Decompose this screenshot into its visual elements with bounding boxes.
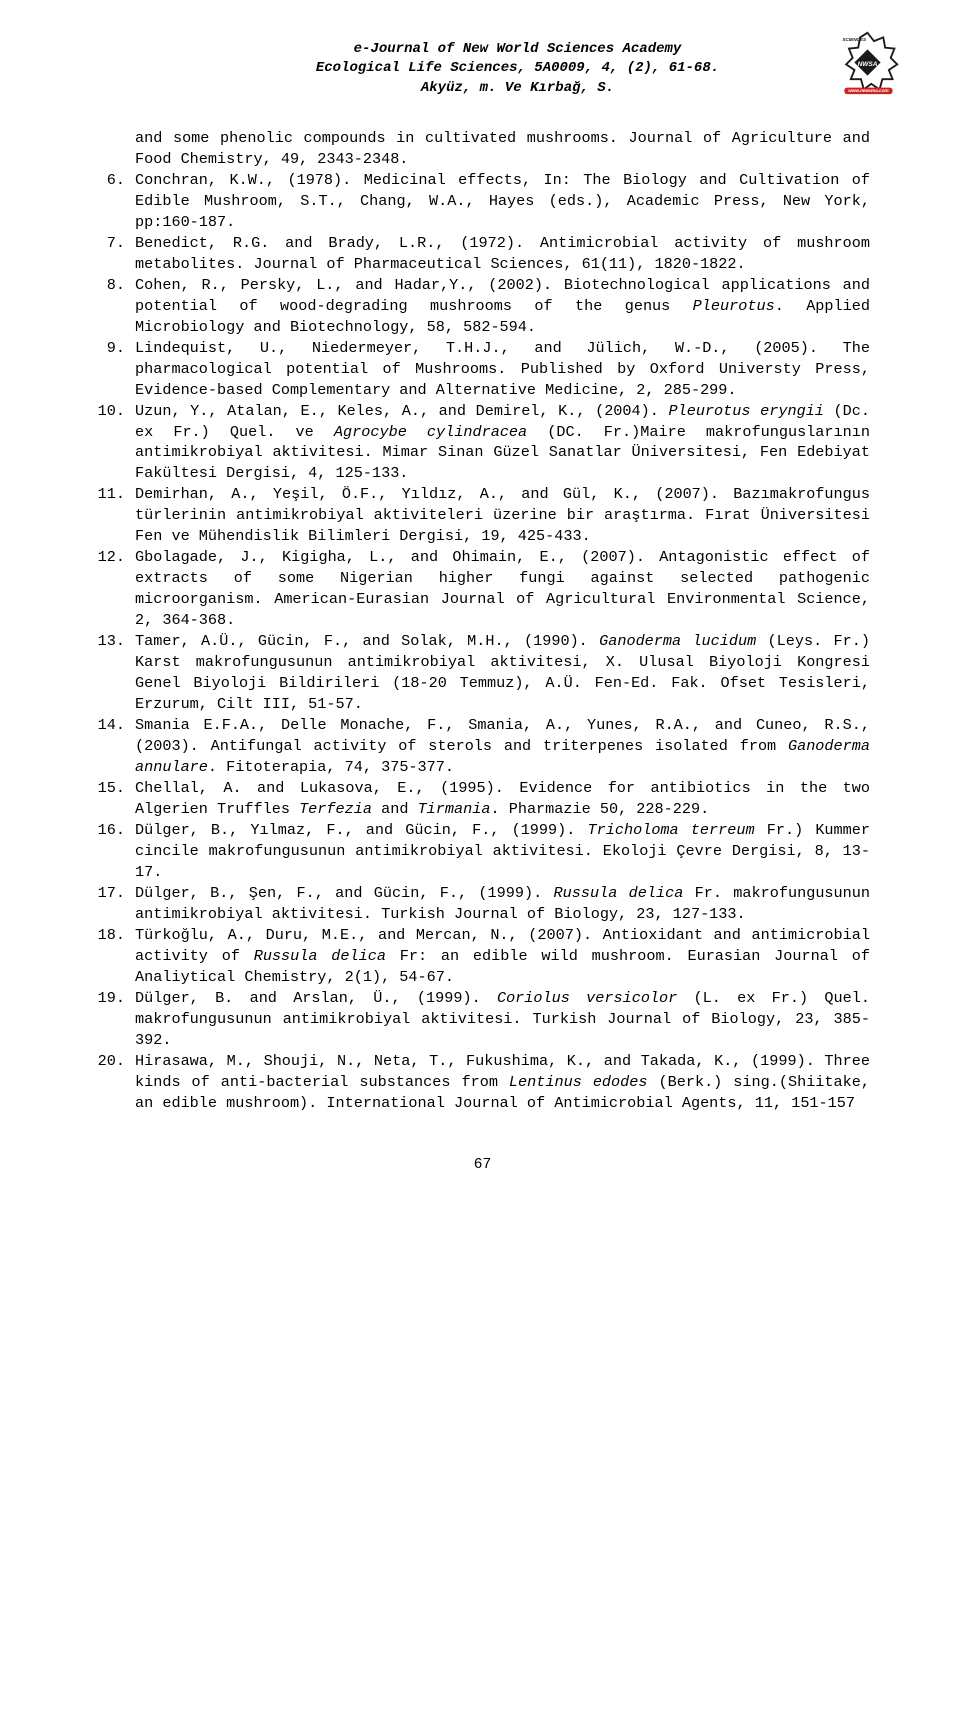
journal-citation: Ecological Life Sciences, 5A0009, 4, (2)… <box>316 59 719 78</box>
page-header: e-Journal of New World Sciences Academy … <box>195 40 840 98</box>
reference-text: Dülger, B., Yılmaz, F., and Gücin, F., (… <box>135 820 870 883</box>
reference-number <box>95 128 135 170</box>
references-list: and some phenolic compounds in cultivate… <box>95 128 870 1114</box>
journal-logo-icon: NWSA SCIENCES www.newwsa.com <box>835 30 900 95</box>
svg-text:SCIENCES: SCIENCES <box>842 37 867 42</box>
reference-number: 19. <box>95 988 135 1051</box>
reference-item: 13.Tamer, A.Ü., Gücin, F., and Solak, M.… <box>95 631 870 715</box>
svg-text:NWSA: NWSA <box>858 61 878 68</box>
reference-item: 9.Lindequist, U., Niedermeyer, T.H.J., a… <box>95 338 870 401</box>
reference-number: 16. <box>95 820 135 883</box>
reference-number: 17. <box>95 883 135 925</box>
reference-item: 11.Demirhan, A., Yeşil, Ö.F., Yıldız, A.… <box>95 484 870 547</box>
reference-text: Conchran, K.W., (1978). Medicinal effect… <box>135 170 870 233</box>
reference-item: 6.Conchran, K.W., (1978). Medicinal effe… <box>95 170 870 233</box>
reference-item: 7.Benedict, R.G. and Brady, L.R., (1972)… <box>95 233 870 275</box>
reference-text: Chellal, A. and Lukasova, E., (1995). Ev… <box>135 778 870 820</box>
reference-text: Uzun, Y., Atalan, E., Keles, A., and Dem… <box>135 401 870 485</box>
reference-number: 7. <box>95 233 135 275</box>
reference-number: 18. <box>95 925 135 988</box>
reference-number: 12. <box>95 547 135 631</box>
reference-item: 18.Türkoğlu, A., Duru, M.E., and Mercan,… <box>95 925 870 988</box>
svg-text:www.newwsa.com: www.newwsa.com <box>848 88 888 93</box>
reference-item: 19.Dülger, B. and Arslan, Ü., (1999). Co… <box>95 988 870 1051</box>
reference-item: 15.Chellal, A. and Lukasova, E., (1995).… <box>95 778 870 820</box>
reference-text: and some phenolic compounds in cultivate… <box>135 128 870 170</box>
reference-number: 11. <box>95 484 135 547</box>
reference-item: 16.Dülger, B., Yılmaz, F., and Gücin, F.… <box>95 820 870 883</box>
reference-number: 10. <box>95 401 135 485</box>
reference-text: Smania E.F.A., Delle Monache, F., Smania… <box>135 715 870 778</box>
reference-item: 12.Gbolagade, J., Kigigha, L., and Ohima… <box>95 547 870 631</box>
reference-item: 17.Dülger, B., Şen, F., and Gücin, F., (… <box>95 883 870 925</box>
authors: Akyüz, m. Ve Kırbağ, S. <box>316 79 719 98</box>
reference-text: Türkoğlu, A., Duru, M.E., and Mercan, N.… <box>135 925 870 988</box>
journal-title: e-Journal of New World Sciences Academy <box>316 40 719 59</box>
reference-continuation: and some phenolic compounds in cultivate… <box>95 128 870 170</box>
reference-text: Cohen, R., Persky, L., and Hadar,Y., (20… <box>135 275 870 338</box>
reference-item: 8.Cohen, R., Persky, L., and Hadar,Y., (… <box>95 275 870 338</box>
reference-text: Hirasawa, M., Shouji, N., Neta, T., Fuku… <box>135 1051 870 1114</box>
reference-number: 15. <box>95 778 135 820</box>
reference-item: 20.Hirasawa, M., Shouji, N., Neta, T., F… <box>95 1051 870 1114</box>
reference-number: 14. <box>95 715 135 778</box>
reference-number: 20. <box>95 1051 135 1114</box>
reference-number: 13. <box>95 631 135 715</box>
reference-number: 9. <box>95 338 135 401</box>
reference-item: 14.Smania E.F.A., Delle Monache, F., Sma… <box>95 715 870 778</box>
reference-text: Benedict, R.G. and Brady, L.R., (1972). … <box>135 233 870 275</box>
page-number: 67 <box>95 1155 870 1175</box>
reference-text: Tamer, A.Ü., Gücin, F., and Solak, M.H.,… <box>135 631 870 715</box>
reference-item: 10.Uzun, Y., Atalan, E., Keles, A., and … <box>95 401 870 485</box>
reference-text: Demirhan, A., Yeşil, Ö.F., Yıldız, A., a… <box>135 484 870 547</box>
reference-text: Dülger, B. and Arslan, Ü., (1999). Corio… <box>135 988 870 1051</box>
reference-number: 6. <box>95 170 135 233</box>
reference-text: Lindequist, U., Niedermeyer, T.H.J., and… <box>135 338 870 401</box>
reference-text: Dülger, B., Şen, F., and Gücin, F., (199… <box>135 883 870 925</box>
reference-number: 8. <box>95 275 135 338</box>
header-text-block: e-Journal of New World Sciences Academy … <box>316 40 719 98</box>
reference-text: Gbolagade, J., Kigigha, L., and Ohimain,… <box>135 547 870 631</box>
